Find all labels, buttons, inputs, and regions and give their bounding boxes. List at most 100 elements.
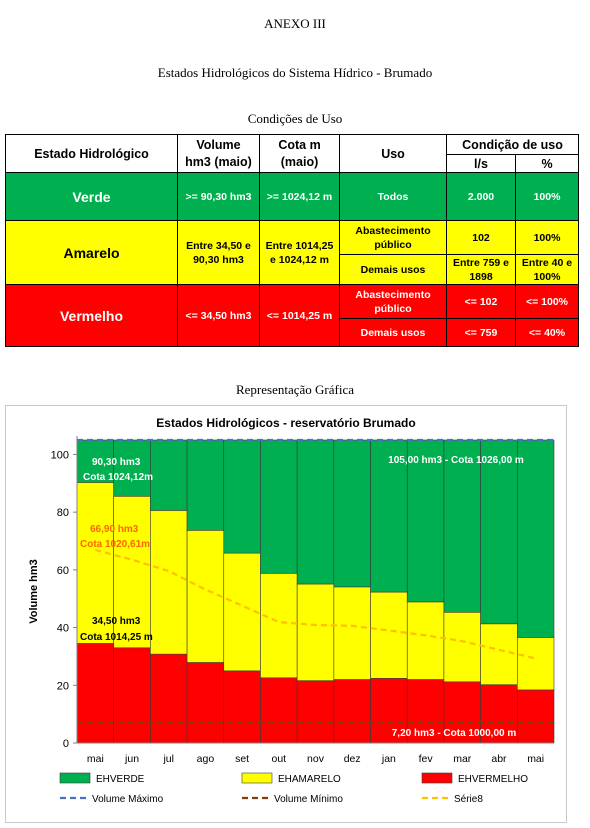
chart-annotation-6: Cota 1014,25 m — [80, 632, 153, 643]
x-tick-label-11: abr — [491, 753, 507, 765]
legend-label-ehamarelo: EHAMARELO — [278, 774, 341, 785]
bar-ehamarelo-1 — [113, 495, 151, 649]
bar-ehvermelho-6 — [296, 680, 335, 744]
bar-ehverde-12 — [517, 439, 555, 638]
row-amarelo-cota: Entre 1014,25 e 1024,12 m — [259, 220, 340, 285]
x-tick-label-1: jun — [124, 753, 139, 765]
row-vermelho-cota: <= 1014,25 m — [259, 284, 340, 347]
legend-swatch-ehvermelho — [421, 772, 453, 784]
header-volume-line2: hm3 (maio) — [185, 154, 252, 169]
y-tick-label-80: 80 — [57, 507, 69, 519]
bar-ehverde-3 — [186, 439, 225, 531]
y-tick-label-60: 60 — [57, 565, 69, 577]
header-volume: Volume hm3 (maio) — [177, 134, 260, 173]
bar-ehvermelho-0 — [76, 643, 114, 744]
bar-ehvermelho-4 — [223, 670, 261, 744]
bar-ehamarelo-2 — [150, 510, 188, 655]
bar-ehvermelho-2 — [150, 653, 188, 744]
bar-ehverde-9 — [406, 439, 445, 603]
row-vermelho-pct-1: <= 100% — [514, 284, 580, 319]
row-vermelho-ls-1: <= 102 — [446, 284, 516, 319]
header-cota-line1: Cota m — [278, 137, 321, 152]
bar-ehvermelho-5 — [260, 677, 298, 744]
chart-annotation-1: Cota 1024,12m — [83, 472, 153, 483]
header-ls: l/s — [446, 154, 516, 173]
bar-ehamarelo-3 — [186, 530, 225, 663]
row-verde-ls: 2.000 — [446, 172, 516, 221]
legend-label-ehvermelho: EHVERMELHO — [458, 774, 528, 785]
legend-label-s-rie8: Série8 — [454, 794, 483, 805]
bar-ehvermelho-12 — [517, 689, 555, 744]
annex-heading: ANEXO III — [264, 16, 326, 31]
row-vermelho-volume: <= 34,50 hm3 — [177, 284, 260, 347]
document-subtitle: Estados Hidrológicos do Sistema Hídrico … — [157, 65, 433, 80]
row-amarelo-pct-1: 100% — [514, 220, 580, 255]
table-title: Condições de Uso — [247, 111, 343, 126]
bar-ehvermelho-7 — [333, 679, 371, 744]
bar-ehverde-1 — [113, 439, 151, 497]
stacked-bar-chart: Estados Hidrológicos - reservatório Brum… — [28, 416, 555, 805]
bar-ehvermelho-1 — [113, 647, 151, 744]
bar-ehverde-5 — [260, 439, 298, 574]
y-tick-label-100: 100 — [51, 449, 69, 461]
conditions-table: Estado Hidrológico Volume hm3 (maio) Cot… — [5, 134, 580, 347]
bar-ehverde-2 — [150, 439, 188, 511]
x-tick-label-0: mai — [87, 753, 104, 765]
chart-annotation-5: 34,50 hm3 — [92, 616, 141, 627]
y-tick-label-0: 0 — [63, 738, 69, 750]
header-uso: Uso — [339, 134, 447, 173]
row-vermelho-ls-2: <= 759 — [446, 318, 516, 347]
bar-ehamarelo-11 — [480, 623, 518, 686]
row-amarelo-volume: Entre 34,50 e 90,30 hm3 — [177, 220, 260, 285]
legend-swatch-ehverde — [59, 772, 91, 784]
bar-ehamarelo-7 — [333, 586, 371, 680]
x-tick-label-6: nov — [307, 753, 325, 765]
x-tick-label-2: jul — [162, 753, 174, 765]
y-tick-label-20: 20 — [57, 680, 69, 692]
x-tick-label-8: jan — [381, 753, 396, 765]
row-amarelo-uso-1: Abastecimento público — [339, 220, 447, 255]
chart-title: Estados Hidrológicos - reservatório Brum… — [156, 416, 415, 430]
x-tick-label-4: set — [235, 753, 249, 765]
bar-ehverde-6 — [296, 439, 335, 585]
header-pct: % — [514, 154, 580, 173]
row-vermelho-estado: Vermelho — [5, 284, 178, 347]
chart-annotation-7: 7,20 hm3 - Cota 1000,00 m — [392, 728, 517, 739]
bar-ehvermelho-3 — [186, 662, 225, 744]
legend-label-volume-m-nimo: Volume Mínimo — [274, 794, 343, 805]
x-tick-label-5: out — [272, 753, 287, 765]
header-cota: Cota m (maio) — [259, 134, 340, 173]
bar-ehamarelo-0 — [76, 482, 114, 644]
row-verde-pct: 100% — [514, 172, 580, 221]
bar-ehverde-11 — [480, 439, 518, 625]
header-estado: Estado Hidrológico — [5, 134, 178, 173]
legend-swatch-ehamarelo — [241, 772, 273, 784]
header-volume-line1: Volume — [196, 137, 241, 152]
row-amarelo-pct-2: Entre 40 e 100% — [514, 254, 580, 285]
row-verde-estado: Verde — [5, 172, 178, 221]
header-condicao: Condição de uso — [445, 134, 580, 155]
row-amarelo-uso-2: Demais usos — [339, 254, 447, 285]
row-amarelo-ls-2: Entre 759 e 1898 — [446, 254, 516, 285]
header-cota-line2: (maio) — [280, 154, 319, 169]
chart-annotation-0: 90,30 hm3 — [92, 457, 141, 468]
bar-ehamarelo-9 — [406, 601, 445, 680]
chart-annotation-2: 105,00 hm3 - Cota 1026,00 m — [388, 455, 524, 466]
bar-ehamarelo-10 — [443, 611, 481, 683]
bar-ehverde-4 — [223, 439, 261, 554]
row-verde-volume: >= 90,30 hm3 — [177, 172, 260, 221]
legend-label-volume-m-ximo: Volume Máximo — [92, 794, 164, 805]
row-amarelo-estado: Amarelo — [5, 220, 178, 285]
x-tick-label-7: dez — [344, 753, 361, 765]
bar-ehverde-8 — [370, 439, 408, 593]
chart-section-title: Representação Gráfica — [235, 382, 354, 397]
bar-ehamarelo-12 — [517, 637, 555, 691]
row-vermelho-uso-2: Demais usos — [339, 318, 447, 347]
x-tick-label-10: mar — [453, 753, 472, 765]
row-vermelho-pct-2: <= 40% — [514, 318, 580, 347]
bar-ehamarelo-6 — [296, 583, 335, 681]
row-amarelo-ls-1: 102 — [446, 220, 516, 255]
chart-annotation-4: Cota 1020,61m — [80, 539, 150, 550]
bar-ehvermelho-11 — [480, 684, 518, 744]
row-verde-uso: Todos — [339, 172, 447, 221]
